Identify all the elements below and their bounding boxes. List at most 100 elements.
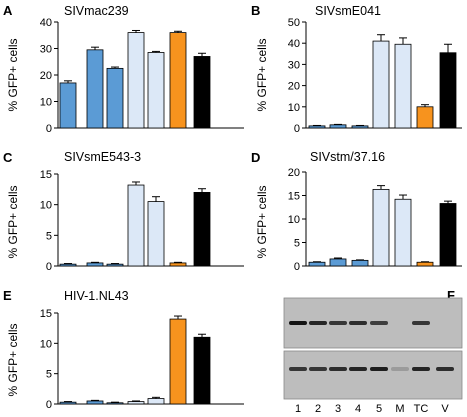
y-tick-label-a-2: 20 [40, 70, 52, 82]
bar-c-6 [169, 262, 187, 267]
bar-c-5 [147, 201, 165, 267]
bar-c-1 [59, 263, 77, 267]
panel-title-e: HIV-1.NL43 [64, 289, 129, 303]
y-tick-label-b-5: 50 [288, 17, 300, 29]
gel-band-bottom-6 [391, 367, 409, 371]
bar-c-4 [127, 184, 145, 267]
bar-chart-d: 0 5 10 15 20 [288, 167, 462, 273]
bar-b-5 [394, 43, 412, 129]
gel-lane-label-2: 2 [315, 403, 321, 415]
bar-chart-a: 0 10 20 30 40 [40, 17, 244, 135]
bar-d-5 [394, 198, 412, 267]
bar-e-2 [86, 400, 104, 405]
bar-c-7 [193, 191, 211, 267]
bar-e-1 [59, 401, 77, 405]
gel-band-bottom-1 [289, 367, 307, 371]
panel-letter-c: C [3, 150, 13, 165]
y-tick-label-d-4: 20 [288, 167, 300, 179]
gel-band-bottom-4 [349, 367, 367, 371]
bar-d-6 [416, 261, 434, 267]
y-tick-label-d-0: 0 [294, 261, 300, 273]
gel-band-top-7 [412, 321, 430, 325]
bar-b-6 [416, 106, 434, 129]
bar-e-3 [106, 402, 124, 405]
gel-bottom-box [283, 350, 463, 400]
y-tick-label-e-2: 10 [40, 338, 52, 350]
y-tick-label-d-2: 10 [288, 214, 300, 226]
y-tick-label-d-3: 15 [288, 191, 300, 203]
y-tick-label-a-0: 0 [46, 123, 52, 135]
y-tick-label-e-0: 0 [46, 399, 52, 411]
gel-lane-label-8: V [441, 403, 449, 415]
y-tick-label-c-1: 5 [46, 230, 52, 242]
panel-title-d: SIVstm/37.16 [310, 150, 385, 164]
bar-a-1 [59, 82, 77, 129]
bar-d-2 [329, 258, 347, 267]
bar-d-1 [308, 261, 326, 267]
bar-b-2 [329, 124, 347, 129]
gel-band-bottom-5 [370, 367, 388, 371]
bar-e-6 [169, 318, 187, 405]
gel-band-bottom-7 [412, 367, 430, 371]
bar-a-3 [106, 67, 124, 129]
bar-b-7 [439, 52, 457, 129]
gel-band-top-4 [349, 321, 367, 325]
gel-band-top-2 [309, 321, 327, 325]
panel-letter-e: E [3, 288, 12, 303]
bar-a-7 [193, 56, 211, 129]
bar-c-3 [106, 263, 124, 267]
gel-lane-label-4: 4 [355, 403, 361, 415]
bar-c-2 [86, 262, 104, 267]
panel-letter-d: D [251, 150, 260, 165]
y-tick-label-e-3: 15 [40, 308, 52, 320]
gel-band-top-5 [370, 321, 388, 325]
gel-band-top-1 [289, 321, 307, 325]
bar-e-5 [147, 398, 165, 405]
bar-b-4 [372, 40, 390, 129]
y-axis-label-b: % GFP+ cells [255, 38, 269, 111]
bar-d-4 [372, 188, 390, 267]
y-axis-label-a: % GFP+ cells [6, 38, 20, 111]
y-tick-label-b-4: 40 [288, 38, 300, 50]
y-tick-label-a-3: 30 [40, 44, 52, 56]
gel-lane-label-7: TC [414, 403, 429, 415]
y-tick-label-c-0: 0 [46, 261, 52, 273]
y-tick-label-c-2: 10 [40, 200, 52, 212]
gel-band-bottom-2 [309, 367, 327, 371]
y-axis-label-e: % GFP+ cells [6, 323, 20, 396]
bar-b-3 [351, 125, 369, 129]
y-tick-label-d-1: 5 [294, 238, 300, 250]
gel-lane-label-6: M [395, 403, 404, 415]
panel-letter-a: A [3, 3, 13, 18]
gel-lane-label-3: 3 [335, 403, 341, 415]
gel-band-top-3 [329, 321, 347, 325]
y-tick-label-b-0: 0 [294, 123, 300, 135]
panel-letter-b: B [251, 3, 260, 18]
bar-a-2 [86, 49, 104, 129]
panel-title-c: SIVsmE543-3 [64, 150, 141, 164]
bar-b-1 [308, 125, 326, 129]
gel-lane-label-5: 5 [376, 403, 382, 415]
y-tick-label-c-3: 15 [40, 169, 52, 181]
bar-e-7 [193, 336, 211, 405]
bar-chart-b: 0 10 20 30 40 50 [288, 17, 462, 135]
bar-chart-c: 0 5 10 15 [40, 169, 244, 273]
bar-a-6 [169, 32, 187, 129]
panel-title-a: SIVmac239 [64, 4, 129, 18]
y-tick-label-a-4: 40 [40, 17, 52, 29]
y-tick-label-a-1: 10 [40, 97, 52, 109]
gel-image: 1 2 3 4 5 M TC V [283, 297, 463, 415]
bar-d-7 [439, 203, 457, 267]
gel-lane-label-1: 1 [295, 403, 301, 415]
y-axis-label-c: % GFP+ cells [6, 185, 20, 258]
gel-band-bottom-8 [436, 367, 454, 371]
y-axis-label-d: % GFP+ cells [255, 185, 269, 258]
y-tick-label-b-2: 20 [288, 81, 300, 93]
y-tick-label-b-3: 30 [288, 59, 300, 71]
bar-a-4 [127, 32, 145, 129]
panel-letter-f: F [447, 288, 455, 303]
bar-d-3 [351, 259, 369, 267]
bar-chart-e: 0 5 10 15 [40, 308, 244, 411]
y-tick-label-e-1: 5 [46, 369, 52, 381]
